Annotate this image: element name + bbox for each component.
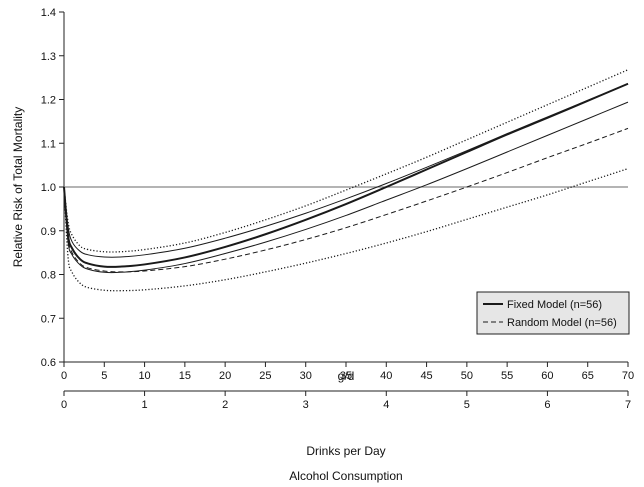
x-tick-label: 50 bbox=[461, 370, 473, 382]
series-line-4 bbox=[63, 69, 629, 253]
x2-tick-label: 4 bbox=[383, 399, 389, 411]
x2-tick-label: 5 bbox=[464, 399, 470, 411]
x2-tick-label: 0 bbox=[61, 399, 67, 411]
y-tick-label: 0.8 bbox=[41, 270, 56, 282]
x-tick-label: 35 bbox=[340, 370, 352, 382]
x-axis-grams: 0 5 10 15 20 25 30 35 40 45 50 55 60 65 70 bbox=[61, 361, 634, 382]
x2-tick-label: 2 bbox=[222, 399, 228, 411]
x-axis-label-drinks: Drinks per Day bbox=[306, 444, 385, 458]
series-layer bbox=[63, 69, 629, 292]
x2-tick-label: 1 bbox=[142, 399, 148, 411]
x2-tick-label: 6 bbox=[544, 399, 550, 411]
legend-box bbox=[476, 291, 630, 335]
x-tick-label: 30 bbox=[300, 370, 312, 382]
y-tick-label: 1.3 bbox=[41, 51, 56, 63]
x-tick-label: 15 bbox=[179, 370, 191, 382]
series-line-2 bbox=[63, 101, 629, 274]
x-axis-label-grams: g/d bbox=[338, 369, 355, 383]
y-tick-label: 1.2 bbox=[41, 95, 56, 107]
x-tick-label: 45 bbox=[420, 370, 432, 382]
x-tick-label: 20 bbox=[219, 370, 231, 382]
x-tick-label: 10 bbox=[138, 370, 150, 382]
chart-caption: Alcohol Consumption bbox=[289, 469, 402, 483]
y-axis-label: Relative Risk of Total Mortality bbox=[11, 107, 25, 268]
x2-tick-label: 3 bbox=[303, 399, 309, 411]
y-tick-label: 1.0 bbox=[41, 182, 56, 194]
x-tick-label: 70 bbox=[622, 370, 634, 382]
x-tick-label: 40 bbox=[380, 370, 392, 382]
series-line-5 bbox=[63, 168, 629, 292]
x-tick-label: 25 bbox=[259, 370, 271, 382]
x-tick-label: 55 bbox=[501, 370, 513, 382]
legend-label-random: Random Model (n=56) bbox=[507, 317, 617, 329]
series-line-0 bbox=[63, 82, 629, 268]
x-tick-label: 0 bbox=[61, 370, 67, 382]
y-axis: 0.6 0.7 0.8 0.9 1.0 1.1 1.2 1.3 1.4 bbox=[41, 7, 65, 369]
y-tick-label: 1.4 bbox=[41, 7, 56, 19]
y-tick-label: 1.1 bbox=[41, 138, 56, 150]
series-line-3 bbox=[63, 127, 629, 273]
x2-tick-label: 7 bbox=[625, 399, 631, 411]
legend: Fixed Model (n=56) Random Model (n=56) bbox=[476, 291, 630, 335]
x-tick-label: 65 bbox=[582, 370, 594, 382]
y-tick-label: 0.6 bbox=[41, 357, 56, 369]
x-tick-label: 5 bbox=[101, 370, 107, 382]
y-tick-label: 0.9 bbox=[41, 226, 56, 238]
y-tick-label: 0.7 bbox=[41, 313, 56, 325]
x-tick-label: 60 bbox=[541, 370, 553, 382]
x-axis-drinks: 0 1 2 3 4 5 6 7 bbox=[61, 390, 631, 411]
legend-label-fixed: Fixed Model (n=56) bbox=[507, 299, 602, 311]
series-line-1 bbox=[63, 83, 629, 258]
